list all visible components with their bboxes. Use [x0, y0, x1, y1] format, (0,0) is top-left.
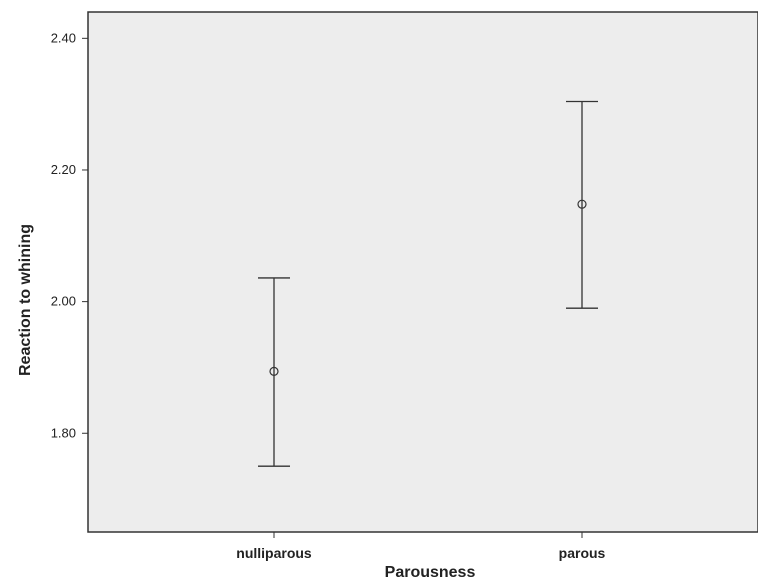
x-tick-label-nulliparous: nulliparous: [236, 545, 312, 561]
mean-point-parous: [577, 199, 587, 209]
x-tick-label-parous: parous: [559, 545, 606, 561]
mean-point-nulliparous: [269, 366, 279, 376]
y-axis: 1.80 2.00 2.20 2.40: [51, 30, 88, 440]
y-tick-label: 2.20: [51, 162, 76, 177]
y-axis-title: Reaction to whining: [17, 224, 34, 376]
x-axis: nulliparous parous: [236, 532, 606, 561]
y-tick-label: 2.40: [51, 30, 76, 45]
y-tick-label: 1.80: [51, 425, 76, 440]
plot-area: [87, 11, 758, 533]
x-axis-title: Parousness: [385, 564, 476, 581]
y-tick-label: 2.00: [51, 294, 76, 309]
chart-marks: [258, 100, 598, 467]
